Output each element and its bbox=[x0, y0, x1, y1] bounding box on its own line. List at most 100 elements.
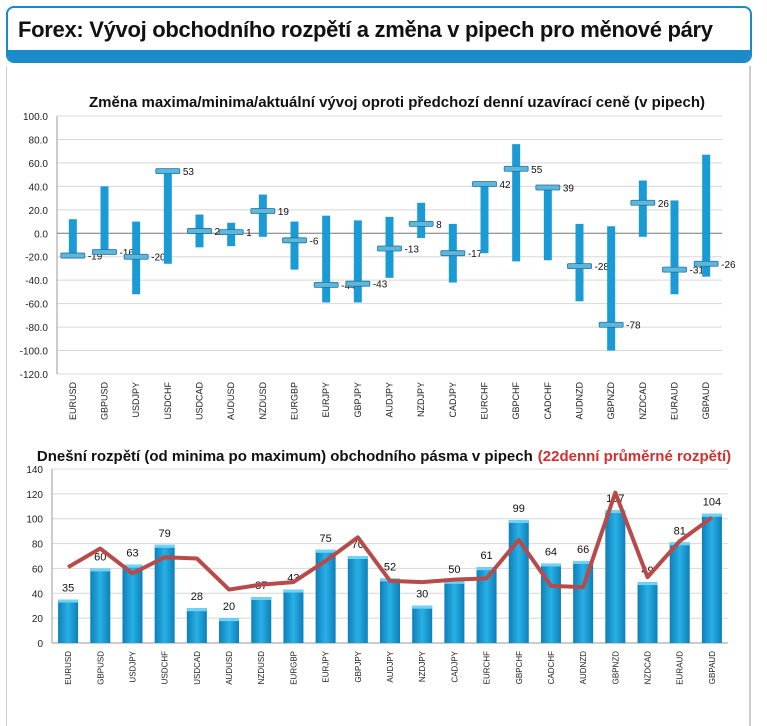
y-tick-label: 40 bbox=[32, 589, 44, 600]
x-tick-label: NZDUSD bbox=[257, 651, 266, 685]
current-value-label: -16 bbox=[120, 248, 135, 259]
y-tick-label: -40.0 bbox=[25, 276, 48, 287]
current-value-label: 53 bbox=[183, 167, 195, 178]
range-bar bbox=[444, 580, 465, 643]
bar-top bbox=[540, 563, 561, 567]
chart2: 140 120 100 80 60 40 20 0 35 EURUSD 60 GBPUSD 63 USDJ… bbox=[26, 465, 728, 685]
range-bar bbox=[219, 618, 240, 643]
range-bar bbox=[154, 544, 175, 643]
current-value-label: -78 bbox=[626, 321, 641, 332]
current-value-label: 42 bbox=[500, 180, 512, 191]
y-tick-label: 0.0 bbox=[34, 229, 48, 240]
bar-value-label: 60 bbox=[94, 551, 106, 563]
x-tick-label: NZDJPY bbox=[418, 650, 427, 682]
current-value-label: -6 bbox=[310, 236, 319, 247]
bar-value-label: 79 bbox=[159, 528, 171, 540]
x-tick-label: EURUSD bbox=[68, 382, 78, 421]
bar-top bbox=[58, 599, 79, 603]
current-value-label: 2 bbox=[215, 227, 221, 238]
bar-value-label: 30 bbox=[416, 589, 428, 601]
x-tick-label: GBPCHF bbox=[515, 651, 524, 684]
y-tick-label: 60 bbox=[32, 564, 44, 575]
bar-top bbox=[315, 549, 336, 553]
chart1: 100.0 80.0 60.0 40.0 20.0 0.0 -20.0 -40.0 -60.0 -… bbox=[20, 112, 736, 420]
range-bar bbox=[90, 568, 111, 643]
current-marker bbox=[630, 199, 656, 206]
range-bar bbox=[283, 589, 304, 643]
range-bar bbox=[163, 171, 172, 264]
x-tick-label: USDCHF bbox=[163, 381, 173, 419]
current-value-label: -43 bbox=[373, 280, 388, 291]
range-bar bbox=[412, 605, 433, 643]
y-tick-label: 140 bbox=[26, 465, 43, 476]
x-tick-label: GBPNZD bbox=[606, 382, 616, 420]
bar-top bbox=[476, 567, 497, 571]
current-value-label: 39 bbox=[563, 184, 575, 195]
current-value-label: 8 bbox=[436, 220, 442, 231]
bar-value-label: 35 bbox=[62, 583, 74, 595]
x-tick-label: GBPNZD bbox=[611, 651, 620, 685]
range-bar bbox=[702, 154, 711, 277]
x-tick-label: EURJPY bbox=[321, 382, 331, 418]
y-tick-label: 20 bbox=[32, 614, 44, 625]
bar-value-label: 99 bbox=[513, 503, 525, 515]
bar-value-label: 81 bbox=[674, 525, 686, 537]
bar-value-label: 50 bbox=[448, 564, 460, 576]
current-value-label: 26 bbox=[658, 199, 670, 210]
bar-value-label: 104 bbox=[703, 497, 721, 509]
y-tick-label: 20.0 bbox=[29, 206, 49, 217]
bar-top bbox=[508, 519, 529, 523]
x-tick-label: EURAUD bbox=[670, 382, 680, 421]
current-marker bbox=[123, 253, 149, 260]
x-tick-label: NZDUSD bbox=[258, 382, 268, 420]
range-bar bbox=[68, 219, 77, 258]
current-marker bbox=[60, 252, 86, 259]
chart2-title: Dnešní rozpětí (od minima po maximum) ob… bbox=[37, 448, 731, 465]
x-tick-label: EURCHF bbox=[480, 381, 490, 419]
bar-value-label: 66 bbox=[577, 544, 589, 556]
x-tick-label: EURCHF bbox=[483, 651, 492, 684]
current-marker bbox=[535, 184, 561, 191]
x-tick-label: EURJPY bbox=[322, 650, 331, 682]
bar-value-label: 20 bbox=[223, 601, 235, 613]
current-value-label: -26 bbox=[721, 260, 736, 271]
bar-value-label: 64 bbox=[545, 546, 557, 558]
range-bar bbox=[508, 519, 529, 643]
current-value-label: -13 bbox=[405, 245, 420, 256]
y-tick-label: -100.0 bbox=[20, 347, 49, 358]
y-tick-label: 0 bbox=[37, 639, 43, 650]
range-bar bbox=[353, 220, 362, 303]
range-bar bbox=[290, 221, 299, 270]
bar-top bbox=[701, 513, 722, 517]
bar-top bbox=[605, 510, 626, 514]
x-tick-label: GBPUSD bbox=[100, 382, 110, 421]
y-tick-label: 40.0 bbox=[29, 182, 49, 193]
chart1-title: Změna maxima/minima/aktuální vývoj oprot… bbox=[89, 94, 705, 111]
bar-top bbox=[283, 589, 304, 593]
bar-value-label: 52 bbox=[384, 561, 396, 573]
page-header: Forex: Vývoj obchodního rozpětí a změna … bbox=[6, 6, 752, 63]
x-tick-label: EURAUD bbox=[676, 651, 685, 685]
current-marker bbox=[472, 181, 497, 187]
range-bar bbox=[607, 226, 616, 351]
bar-value-label: 28 bbox=[191, 591, 203, 603]
x-tick-label: USDCAD bbox=[193, 651, 202, 685]
range-bar bbox=[100, 186, 109, 255]
current-marker bbox=[662, 266, 687, 273]
x-tick-label: NZDCAD bbox=[644, 651, 653, 685]
range-bar bbox=[380, 578, 400, 643]
current-marker bbox=[155, 168, 181, 175]
current-marker bbox=[503, 165, 529, 172]
current-marker bbox=[408, 220, 434, 227]
bar-top bbox=[251, 597, 272, 601]
range-bar bbox=[251, 597, 272, 643]
x-tick-label: GBPCHF bbox=[511, 382, 521, 420]
bar-top bbox=[90, 568, 111, 572]
x-tick-label: AUDNZD bbox=[579, 651, 588, 685]
current-marker bbox=[440, 250, 466, 257]
x-tick-label: GBPAUD bbox=[701, 382, 711, 420]
range-bar bbox=[480, 184, 489, 254]
x-tick-label: CADJPY bbox=[450, 650, 459, 682]
bar-top bbox=[412, 605, 433, 609]
